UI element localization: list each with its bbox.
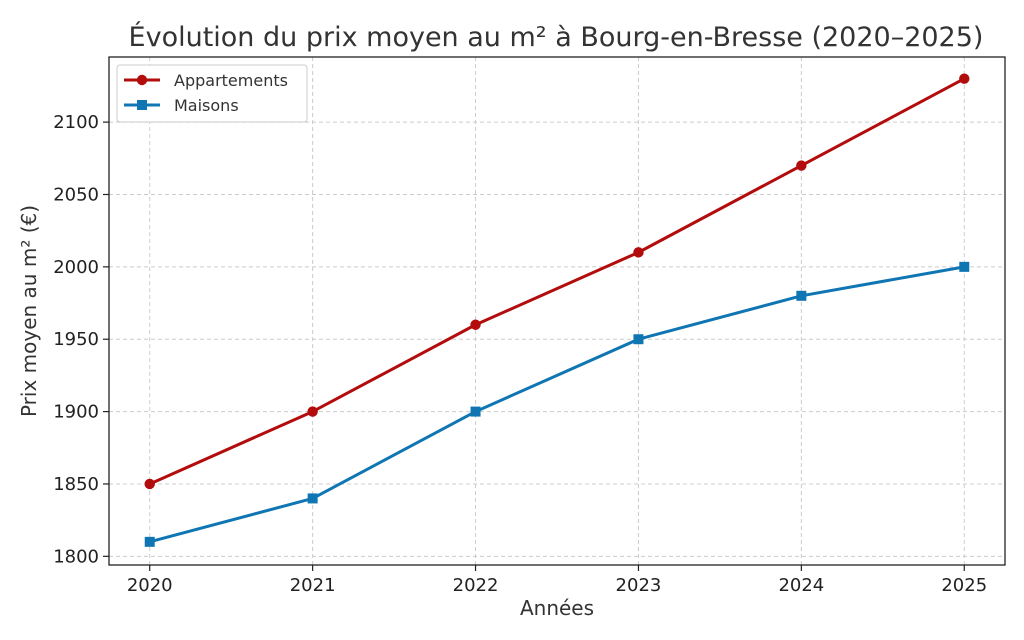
- x-tick-label: 2020: [127, 575, 173, 596]
- x-axis-label: Années: [520, 596, 594, 620]
- chart-title: Évolution du prix moyen au m² à Bourg-en…: [129, 21, 984, 53]
- data-point: [470, 319, 481, 330]
- y-tick-label: 1800: [53, 546, 99, 567]
- data-point: [144, 478, 155, 490]
- legend-label: Maisons: [174, 96, 239, 115]
- data-point: [633, 247, 644, 258]
- data-point: [307, 493, 318, 504]
- legend: Appartements Maisons: [116, 64, 308, 123]
- x-tick-label: 2022: [453, 575, 499, 596]
- data-point: [796, 290, 807, 301]
- series-line: [149, 77, 965, 486]
- y-axis-label: Prix moyen au m² (€): [17, 205, 41, 417]
- data-point: [959, 73, 970, 84]
- x-tick-label: 2023: [616, 575, 662, 596]
- data-point: [470, 406, 481, 417]
- legend-marker: [137, 100, 147, 110]
- series-layer: [144, 73, 970, 547]
- x-tick-label: 2025: [941, 575, 987, 596]
- y-tick-label: 1900: [53, 402, 99, 423]
- y-tick-label: 1950: [53, 329, 99, 350]
- plot-frame: [108, 56, 1006, 566]
- data-point: [959, 261, 970, 272]
- y-tick-label: 2000: [53, 257, 99, 278]
- series-maisons: [144, 261, 970, 547]
- tick-layer: 2020 2021 2022 2023 2024 2025 1800 1850 1900 1950…: [53, 112, 987, 596]
- y-tick-label: 2100: [53, 112, 99, 133]
- data-point: [796, 160, 807, 171]
- legend-entry: Maisons: [124, 96, 239, 115]
- x-tick-label: 2021: [290, 575, 336, 596]
- legend-label: Appartements: [174, 71, 288, 90]
- legend-box: [116, 64, 308, 123]
- legend-marker: [136, 74, 148, 86]
- data-point: [144, 536, 155, 547]
- x-tick-label: 2024: [778, 575, 824, 596]
- series-appartements: [144, 73, 970, 490]
- y-tick-label: 1850: [53, 474, 99, 495]
- data-point: [633, 334, 644, 345]
- data-point: [307, 406, 318, 417]
- legend-entry: Appartements: [124, 71, 288, 90]
- series-line: [149, 265, 965, 544]
- grid: [109, 57, 1005, 565]
- y-tick-label: 2050: [53, 184, 99, 205]
